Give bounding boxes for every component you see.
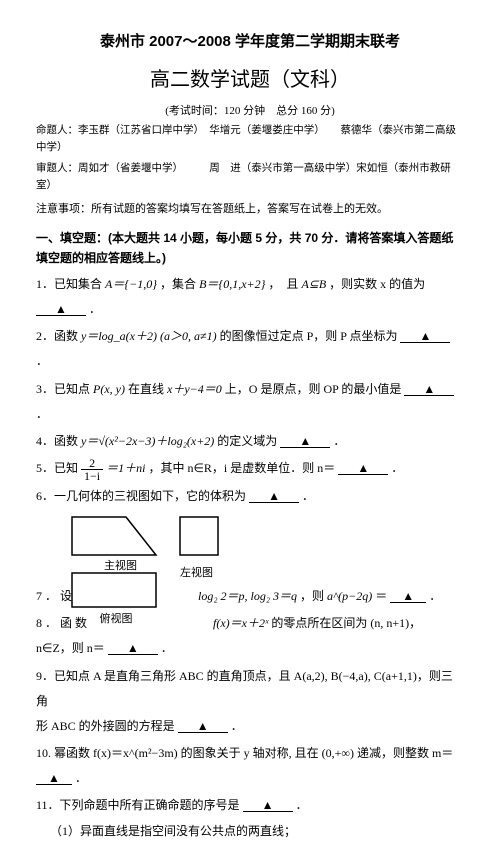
- main-title: 泰州市 2007～2008 学年度第二学期期末联考: [36, 28, 464, 57]
- q3-blank: ▲: [404, 383, 454, 396]
- q2-mid: 的图像恒过定点 P，则 P 点坐标为: [220, 329, 398, 343]
- side-view-svg: [174, 511, 234, 567]
- section-1-title: 一、填空题：(本大题共 14 小题，每小题 5 分，共 70 分．请将答案填入答…: [36, 229, 464, 267]
- sub-title: 高二数学试题（文科）: [36, 61, 464, 99]
- blank-mark: ▲: [299, 434, 311, 448]
- q10-blank: ▲: [36, 772, 72, 785]
- q2-pre: 2．函数: [36, 329, 81, 343]
- q4-tail: ．: [333, 434, 345, 448]
- q9-l2: 形 ABC 的外接圆的方程是: [36, 719, 175, 733]
- blank-mark: ▲: [268, 489, 280, 503]
- q3-tail: ．: [36, 407, 48, 421]
- q2-tail: ．: [36, 354, 48, 368]
- blank-mark: ▲: [48, 771, 60, 785]
- q10-pre: 10. 幂函数 f(x)＝x^(m²−3m) 的图象关于 y 轴对称, 且在 (…: [36, 746, 453, 760]
- blank-mark: ▲: [55, 302, 67, 316]
- q5-mid: ，其中 n∈R，i 是虚数单位．则 n＝: [148, 461, 335, 475]
- question-3: 3．已知点 P(x, y) 在直线 x＋y−4＝0 上，O 是原点，则 OP 的…: [36, 377, 464, 427]
- credit-line-2: 审题人：周如才（省姜堰中学） 周 进（泰兴市第一高级中学）宋如恒（泰州市教研室）: [36, 161, 464, 195]
- question-5: 5．已知 2 1−i ＝1＋ni ，其中 n∈R，i 是虚数单位．则 n＝ ▲ …: [36, 456, 464, 482]
- q3-pt: P(x, y): [93, 382, 125, 396]
- q1-mid3: ，则实数 x 的值为: [329, 277, 425, 291]
- q7-tail: ．: [429, 589, 441, 603]
- q9-l1: 9．已知点 A 是直角三角形 ABC 的直角顶点，且 A(a,2), B(−4,…: [36, 669, 453, 708]
- q4-mid: 的定义域为: [217, 434, 277, 448]
- q1-setB: B＝{0,1,x+2}: [199, 277, 265, 291]
- front-label: 主视图: [104, 558, 137, 572]
- q1-rel: A⊆B: [301, 277, 326, 291]
- question-9: 9．已知点 A 是直角三角形 ABC 的直角顶点，且 A(a,2), B(−4,…: [36, 664, 464, 740]
- q11-l1: 11．下列命题中所有正确命题的序号是: [36, 798, 240, 812]
- q7-eq: ＝: [375, 589, 387, 603]
- question-10: 10. 幂函数 f(x)＝x^(m²−3m) 的图象关于 y 轴对称, 且在 (…: [36, 741, 464, 791]
- blank-mark: ▲: [127, 641, 139, 655]
- q5-tail: ．: [391, 461, 403, 475]
- q8-line2: n∈Z，则 n＝: [36, 641, 105, 655]
- question-1: 1．已知集合 A＝{−1,0} ，集合 B＝{0,1,x+2} ， 且 A⊆B …: [36, 272, 464, 322]
- q7-mid2: ，则: [300, 589, 324, 603]
- blank-mark: ▲: [402, 589, 414, 603]
- q5-blank: ▲: [338, 462, 388, 475]
- q5-frac-den: 1−i: [81, 470, 103, 482]
- q3-mid2: 上，O 是原点，则 OP 的最小值是: [225, 382, 402, 396]
- q8-mid: 的零点所在区间为 (n, n+1)，: [271, 616, 421, 630]
- q4-pre: 4．函数: [36, 434, 81, 448]
- q7-mid1: log₂ 2＝p, log₂ 3＝q: [198, 589, 297, 603]
- q6-col-right: 左视图: [174, 511, 234, 584]
- q2-blank: ▲: [400, 330, 450, 343]
- question-6: 6．一几何体的三视图如下，它的体积为 ▲ ．: [36, 484, 464, 509]
- blank-mark: ▲: [357, 461, 369, 475]
- q11-blank: ▲: [243, 799, 293, 812]
- q11-tail: ．: [296, 798, 308, 812]
- q8-tail: ．: [161, 641, 173, 655]
- question-2: 2．函数 y＝log_a(x＋2) (a＞0, a≠1) 的图像恒过定点 P，则…: [36, 324, 464, 374]
- exam-info: (考试时间：120 分钟 总分 160 分): [36, 101, 464, 122]
- q1-setA: A＝{−1,0}: [105, 277, 157, 291]
- q7-pre: 7 ． 设: [36, 589, 72, 603]
- q8-fn: f(x)＝x＋2ˣ: [213, 616, 268, 630]
- q2-fn: y＝log_a(x＋2) (a＞0, a≠1): [81, 329, 217, 343]
- q1-pre: 1．已知集合: [36, 277, 105, 291]
- q6-blank: ▲: [249, 490, 299, 503]
- q1-tail: ．: [89, 302, 101, 316]
- notice: 注意事项：所有试题的答案均填写在答题纸上，答案写在试卷上的无效。: [36, 199, 464, 220]
- blank-mark: ▲: [262, 798, 274, 812]
- q3-mid1: 在直线: [128, 382, 167, 396]
- blank-mark: ▲: [197, 719, 209, 733]
- q5-eq: ＝1＋ni: [106, 461, 145, 475]
- q5-frac-num: 2: [81, 457, 103, 470]
- question-8: 8 ． 函 数 f(x)＝x＋2ˣ 的零点所在区间为 (n, n+1)， n∈Z…: [36, 611, 464, 661]
- q5-pre: 5．已知: [36, 461, 81, 475]
- q10-tail: ．: [75, 771, 87, 785]
- q8-blank: ▲: [108, 642, 158, 655]
- credit-line-1: 命题人：李玉群（江苏省口岸中学） 华增元（姜堰娄庄中学） 蔡德华（泰兴市第二高级…: [36, 123, 464, 157]
- q7-expr: a^(p−2q): [327, 589, 372, 603]
- q3-pre: 3．已知点: [36, 382, 93, 396]
- q3-line: x＋y−4＝0: [167, 382, 222, 396]
- q1-mid1: ，集合: [160, 277, 199, 291]
- q11-opt1: （1）异面直线是指空间没有公共点的两直线；: [50, 824, 296, 838]
- blank-mark: ▲: [423, 382, 435, 396]
- q8-pre: 8 ． 函 数: [36, 616, 87, 630]
- question-7: 7 ． 设 log₂ 2＝p, log₂ 3＝q ，则 a^(p−2q) ＝ ▲…: [36, 584, 464, 609]
- q4-fn: y＝√(x²−2x−3)＋log₂(x+2): [81, 434, 214, 448]
- side-label: 左视图: [180, 563, 234, 584]
- q1-mid2: ， 且: [268, 277, 301, 291]
- q4-blank: ▲: [280, 435, 330, 448]
- question-11: 11．下列命题中所有正确命题的序号是 ▲ ． （1）异面直线是指空间没有公共点的…: [36, 793, 464, 843]
- q6-text: 6．一几何体的三视图如下，它的体积为: [36, 489, 246, 503]
- question-4: 4．函数 y＝√(x²−2x−3)＋log₂(x+2) 的定义域为 ▲ ．: [36, 429, 464, 454]
- q7-blank: ▲: [390, 590, 426, 603]
- blank-mark: ▲: [420, 329, 432, 343]
- q9-tail: ．: [231, 719, 243, 733]
- q1-blank: ▲: [36, 303, 86, 316]
- q6-tail: ．: [302, 489, 314, 503]
- q9-blank: ▲: [178, 720, 228, 733]
